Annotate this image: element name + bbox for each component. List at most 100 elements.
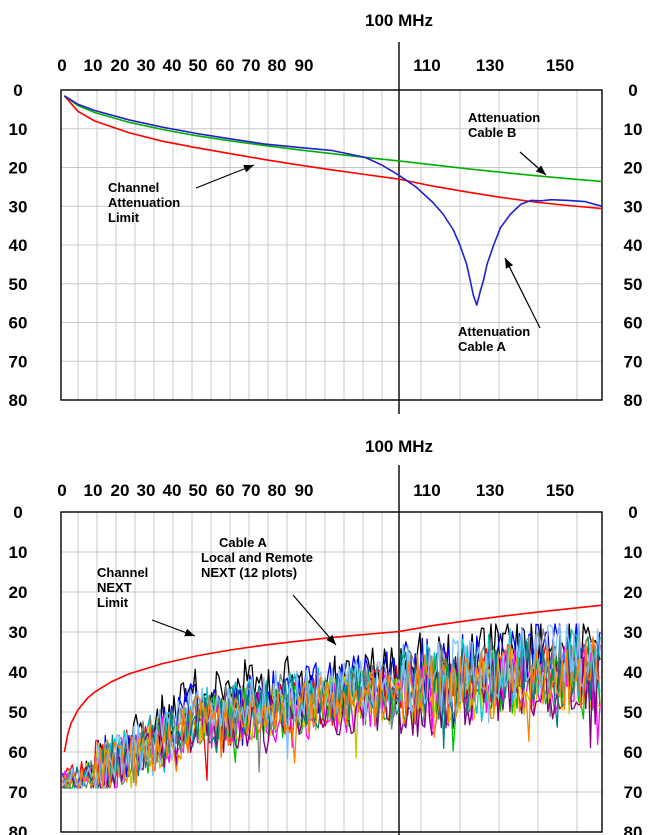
- x-tick-label: 70: [242, 56, 261, 75]
- plot-frame: [60, 89, 603, 401]
- annotation-arrow: [504, 257, 541, 329]
- next-trace-12: [62, 636, 601, 789]
- x-tick-label: 10: [84, 481, 103, 500]
- annotation-text: Cable B: [468, 125, 516, 140]
- y-tick-label-left: 10: [9, 120, 28, 139]
- y-tick-label-right: 0: [628, 503, 637, 522]
- y-tick-label-right: 80: [624, 823, 643, 835]
- y-tick-label-left: 0: [13, 81, 22, 100]
- x-tick-label: 130: [476, 56, 504, 75]
- x-tick-label: 20: [111, 56, 130, 75]
- series-line-limit: [63, 95, 603, 210]
- x-tick-label: 20: [111, 481, 130, 500]
- y-tick-label-right: 10: [624, 543, 643, 562]
- annotation-text: Attenuation: [108, 195, 180, 210]
- y-tick-label-left: 60: [9, 314, 28, 333]
- y-tick-label-left: 80: [9, 391, 28, 410]
- x-tick-label: 10: [84, 56, 103, 75]
- annotation-arrowhead: [326, 634, 336, 645]
- annotation-arrowhead: [184, 628, 195, 637]
- y-tick-label-right: 40: [624, 663, 643, 682]
- y-tick-label-right: 0: [628, 81, 637, 100]
- annotation-text: Cable A: [458, 339, 507, 354]
- annotation-text: Limit: [108, 210, 140, 225]
- y-tick-label-right: 30: [624, 197, 643, 216]
- y-tick-label-right: 50: [624, 275, 643, 294]
- annotation-arrow: [195, 164, 255, 189]
- y-tick-label-right: 40: [624, 236, 643, 255]
- x-tick-label: 130: [476, 481, 504, 500]
- y-tick-label-right: 80: [624, 391, 643, 410]
- annotation-text: Attenuation: [458, 324, 530, 339]
- y-tick-label-left: 70: [9, 783, 28, 802]
- y-tick-label-left: 0: [13, 503, 22, 522]
- annotation-text: Cable A: [219, 535, 268, 550]
- x-tick-label: 150: [546, 56, 574, 75]
- x-tick-label: 0: [57, 56, 66, 75]
- y-tick-label-left: 10: [9, 543, 28, 562]
- x-tick-label: 60: [216, 56, 235, 75]
- y-tick-label-left: 80: [9, 823, 28, 835]
- series-line-next-limit: [63, 604, 603, 753]
- x-tick-label: 110: [413, 481, 440, 500]
- annotation-text: Limit: [97, 595, 129, 610]
- annotation-arrowhead: [243, 164, 254, 173]
- x-tick-label: 150: [546, 481, 574, 500]
- x-tick-label: 110: [413, 56, 440, 75]
- y-tick-label-left: 20: [9, 583, 28, 602]
- annotation-arrowhead: [505, 258, 514, 269]
- y-tick-label-right: 60: [624, 743, 643, 762]
- x-tick-label: 80: [268, 56, 287, 75]
- y-tick-label-left: 40: [9, 236, 28, 255]
- y-tick-label-left: 30: [9, 623, 28, 642]
- y-tick-label-right: 20: [624, 583, 643, 602]
- annotation-text: Channel: [97, 565, 148, 580]
- y-tick-label-right: 70: [624, 783, 643, 802]
- y-tick-label-left: 70: [9, 352, 28, 371]
- x-tick-label: 0: [57, 481, 66, 500]
- y-tick-label-left: 50: [9, 703, 28, 722]
- x-tick-label: 80: [268, 481, 287, 500]
- y-tick-label-right: 10: [624, 120, 643, 139]
- 100-mhz-label: 100 MHz: [365, 437, 433, 456]
- y-tick-label-left: 30: [9, 197, 28, 216]
- x-tick-label: 90: [295, 56, 314, 75]
- x-tick-label: 60: [216, 481, 235, 500]
- x-tick-label: 30: [137, 481, 156, 500]
- annotation-text: Local and Remote: [201, 550, 313, 565]
- 100-mhz-label: 100 MHz: [365, 11, 433, 30]
- series-line-cable_a: [63, 95, 603, 306]
- y-tick-label-right: 50: [624, 703, 643, 722]
- x-tick-label: 50: [189, 56, 208, 75]
- y-tick-label-right: 30: [624, 623, 643, 642]
- x-tick-label: 50: [189, 481, 208, 500]
- chart-panel-1: 100 MHz 0 10 20 30 40 50 60 70 80 90 110 130 150 0 0 10 1…: [9, 11, 643, 414]
- y-tick-label-left: 50: [9, 275, 28, 294]
- x-tick-label: 40: [163, 481, 182, 500]
- x-tick-label: 40: [163, 56, 182, 75]
- y-tick-label-right: 20: [624, 159, 643, 178]
- series-line-cable_b: [63, 95, 603, 183]
- x-tick-label: 90: [295, 481, 314, 500]
- x-tick-label: 30: [137, 56, 156, 75]
- annotation-text: Attenuation: [468, 110, 540, 125]
- y-tick-label-right: 60: [624, 314, 643, 333]
- annotation-text: Channel: [108, 180, 159, 195]
- annotation-text: NEXT: [97, 580, 132, 595]
- plot-frame: [60, 511, 603, 833]
- y-tick-label-left: 60: [9, 743, 28, 762]
- x-tick-label: 70: [242, 481, 261, 500]
- annotation-arrow: [292, 594, 337, 646]
- annotation-text: NEXT (12 plots): [201, 565, 297, 580]
- annotation-arrowhead: [535, 165, 546, 175]
- y-tick-label-right: 70: [624, 352, 643, 371]
- y-tick-label-left: 40: [9, 663, 28, 682]
- chart-panel-2: 100 MHz 0 10 20 30 40 50 60 70 80 90 110 130 150 0 0 10 1…: [9, 437, 643, 835]
